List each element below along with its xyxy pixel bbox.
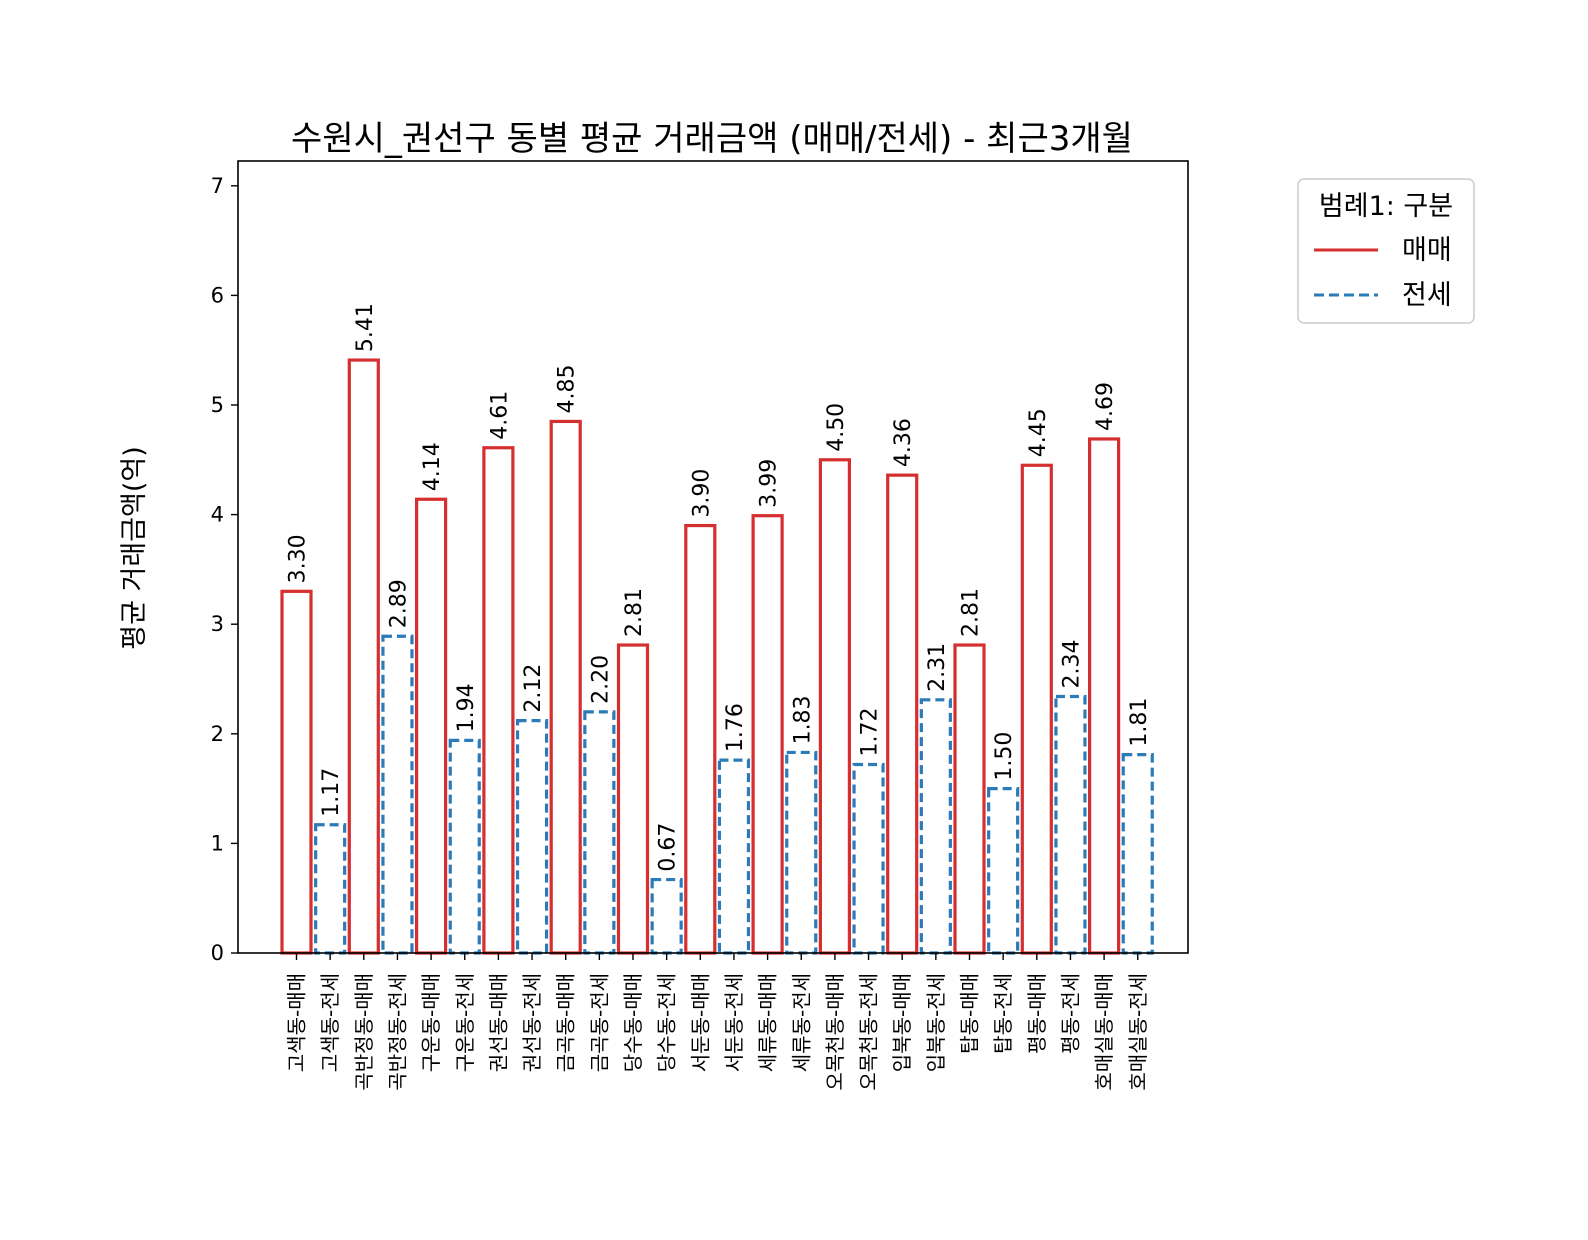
bar-maemae [1087,437,1121,955]
y-tick-label: 1 [211,831,224,855]
y-tick-label: 3 [211,612,224,636]
data-label: 4.69 [1093,382,1118,431]
data-label: 0.67 [656,823,681,872]
y-axis-label: 평균 거래금액(억) [119,446,150,650]
y-tick-label: 5 [211,393,224,417]
data-label: 4.36 [891,418,916,467]
x-tick-label: 입북동-매매 [890,973,914,1072]
x-tick-label: 오목천동-매매 [823,973,847,1091]
data-label: 1.50 [992,732,1017,781]
legend-title: 범례1: 구분 [1319,191,1453,222]
data-label: 4.50 [824,403,849,452]
x-tick-label: 금곡동-전세 [587,973,611,1072]
data-label: 1.17 [319,768,344,817]
data-label: 1.81 [1127,698,1152,747]
x-tick-label: 고색동-매매 [285,973,309,1072]
x-tick-label: 곡반정동-매매 [352,973,376,1091]
x-tick-label: 구운동-전세 [453,973,477,1072]
y-tick-label: 7 [211,174,224,198]
bar-jeonse [1054,694,1087,955]
data-label: 1.83 [790,695,815,744]
bar-maemae [953,643,986,955]
x-tick-label: 평동-매매 [1025,973,1049,1054]
bar-jeonse [314,823,347,955]
bar-jeonse [987,786,1020,955]
x-tick-label: 세류동-매매 [756,973,780,1072]
y-tick-label: 2 [211,722,224,746]
bar-jeonse [515,719,549,955]
bar-jeonse [919,698,952,955]
data-label: 4.61 [487,391,512,440]
x-tick-label: 입북동-전세 [924,973,948,1072]
bar-maemae [886,473,919,955]
bar-maemae [415,497,448,955]
bar-jeonse [583,710,616,955]
legend-label-maemae: 매매 [1402,235,1452,266]
legend: 범례1: 구분 매매 전세 [1297,178,1475,324]
x-tick-label: 당수동-전세 [655,973,679,1072]
x-tick-label: 탑동-매매 [958,973,982,1054]
data-label: 2.81 [959,588,984,637]
data-label: 2.89 [386,579,411,628]
data-label: 3.30 [286,534,311,583]
data-label: 4.45 [1026,408,1051,457]
data-label: 3.99 [757,459,782,508]
data-label: 3.90 [689,469,714,518]
chart-title: 수원시_권선구 동별 평균 거래금액 (매매/전세) - 최근3개월 [291,119,1133,159]
x-tick-label: 서둔동-전세 [722,973,746,1072]
bar-jeonse [448,738,481,955]
data-label: 1.94 [454,683,479,732]
data-label: 1.76 [723,703,748,752]
bar-maemae [616,643,650,955]
bar-jeonse [381,634,414,955]
bar-jeonse [785,750,818,955]
bar-jeonse [1121,753,1154,955]
bar-maemae [751,514,784,955]
legend-box [1297,178,1475,324]
bar-maemae [482,446,515,955]
x-tick-label: 권선동-전세 [520,973,544,1072]
x-tick-label: 호매실동-전세 [1126,973,1150,1091]
plot-frame [237,160,1189,954]
bar-jeonse [717,758,751,955]
data-label: 2.20 [588,655,613,704]
bar-maemae [280,589,313,955]
legend-label-jeonse: 전세 [1402,280,1452,311]
bar-maemae [818,458,852,955]
x-tick-label: 오목천동-전세 [857,973,881,1091]
x-tick-label: 금곡동-매매 [554,973,578,1072]
x-tick-label: 당수동-매매 [621,973,645,1072]
y-tick-label: 4 [211,503,224,527]
x-tick-label: 곡반정동-전세 [385,973,409,1091]
x-tick-label: 서둔동-매매 [688,973,712,1072]
data-label: 4.85 [555,364,580,413]
bar-maemae [549,419,582,955]
data-label: 2.12 [521,664,546,713]
data-label: 1.72 [858,708,883,757]
y-tick-label: 6 [211,283,224,307]
x-tick-label: 세류동-전세 [789,973,813,1072]
data-label: 5.41 [353,303,378,352]
x-tick-label: 탑동-전세 [991,973,1015,1054]
x-tick-label: 호매실동-매매 [1092,973,1116,1091]
bar-maemae [1020,463,1053,955]
bar-jeonse [650,877,683,955]
y-tick-label: 0 [211,941,224,965]
x-tick-label: 권선동-매매 [486,973,510,1072]
x-tick-label: 구운동-매매 [419,973,443,1072]
data-label: 2.31 [925,643,950,692]
bar-maemae [684,523,717,955]
data-label: 2.34 [1059,640,1084,689]
x-tick-label: 평동-전세 [1058,973,1082,1054]
data-label: 4.14 [420,442,445,491]
bar-maemae [347,358,380,955]
data-label: 2.81 [622,588,647,637]
x-tick-label: 고색동-전세 [318,973,342,1072]
bar-jeonse [852,762,885,955]
